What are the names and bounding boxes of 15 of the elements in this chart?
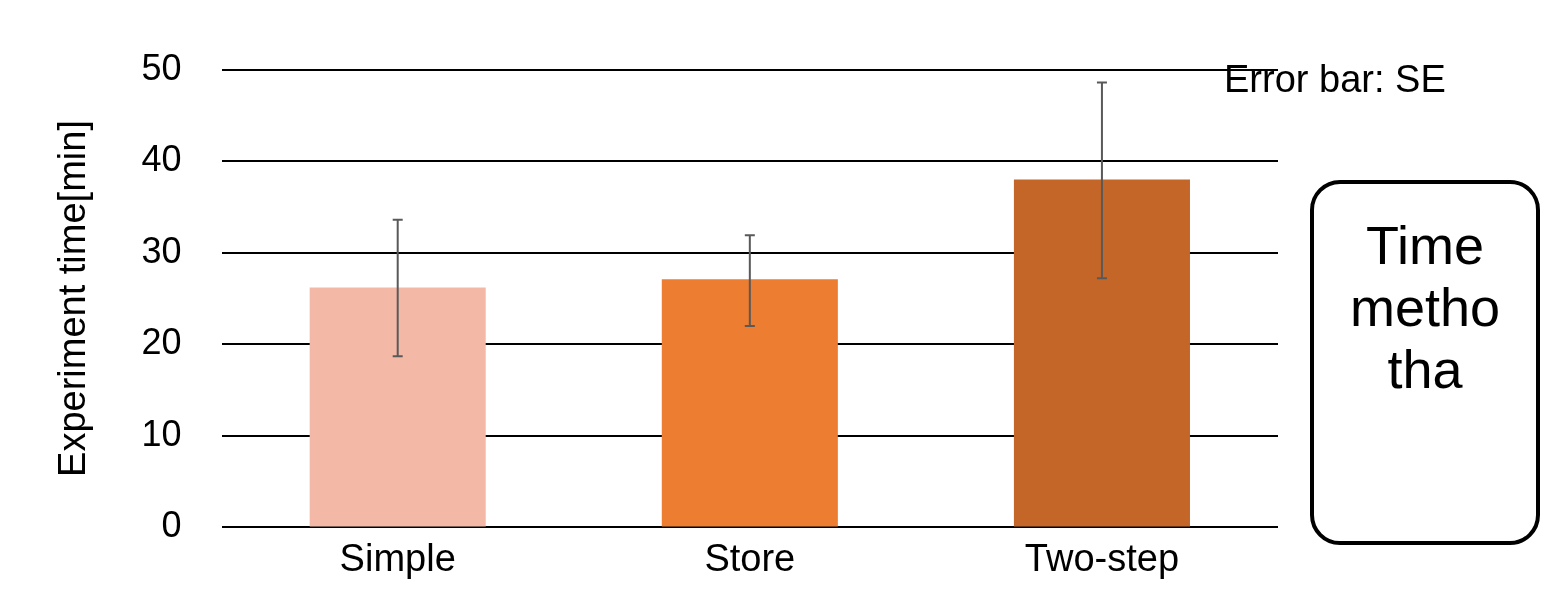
x-tick-label: Simple bbox=[339, 536, 456, 579]
text: Time metho tha bbox=[1348, 214, 1502, 400]
y-tick-label: 20 bbox=[141, 321, 182, 363]
y-tick-label: 0 bbox=[161, 504, 182, 546]
y-tick-label: 50 bbox=[141, 46, 182, 88]
x-tick-label: Two-step bbox=[1024, 536, 1180, 579]
y-axis-title: Experiment time[min] bbox=[51, 120, 94, 477]
bar bbox=[661, 279, 838, 527]
y-tick-label: 10 bbox=[141, 412, 182, 454]
x-tick-label: Store bbox=[704, 536, 796, 579]
annotation: Error bar: SE bbox=[1224, 58, 1446, 101]
y-tick-label: 30 bbox=[141, 229, 182, 271]
y-tick-label: 40 bbox=[141, 138, 182, 180]
bar bbox=[1013, 179, 1190, 527]
bar bbox=[309, 287, 486, 527]
